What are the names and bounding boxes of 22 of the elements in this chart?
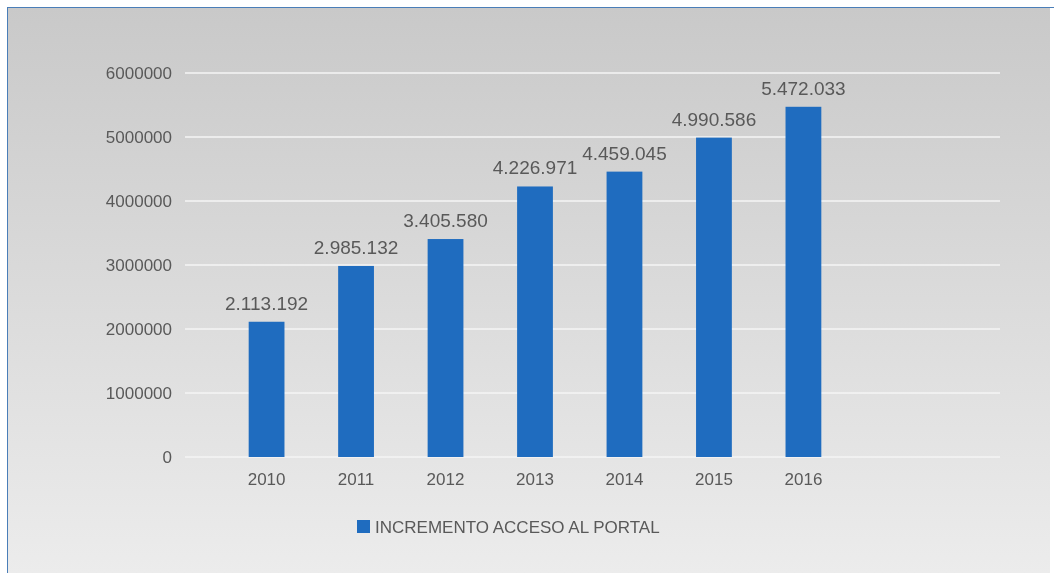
data-label: 3.405.580 — [403, 210, 488, 232]
y-tick-label: 0 — [162, 447, 172, 467]
data-label: 4.226.971 — [492, 157, 578, 179]
x-tick-label: 2016 — [784, 470, 823, 490]
y-tick-label: 4000000 — [105, 191, 172, 211]
y-tick-label: 1000000 — [105, 383, 172, 403]
y-tick-label: 3000000 — [105, 255, 172, 275]
y-tick-label: 2000000 — [105, 319, 172, 339]
data-label: 5.472.033 — [761, 77, 846, 99]
y-tick-label: 6000000 — [105, 63, 172, 83]
data-label: 2.113.192 — [225, 292, 309, 314]
data-label: 2.985.132 — [313, 236, 399, 258]
y-tick-label: 5000000 — [105, 127, 172, 147]
data-label: 4.459.045 — [582, 142, 667, 164]
legend-label: INCREMENTO ACCESO AL PORTAL — [375, 517, 660, 537]
x-tick-label: 2011 — [337, 470, 375, 490]
x-tick-label: 2010 — [247, 470, 286, 490]
x-tick-label: 2015 — [695, 470, 733, 490]
data-label: 4.990.586 — [671, 108, 757, 130]
x-tick-label: 2012 — [426, 470, 465, 490]
x-tick-label: 2013 — [516, 470, 554, 490]
x-tick-label: 2014 — [605, 470, 644, 490]
